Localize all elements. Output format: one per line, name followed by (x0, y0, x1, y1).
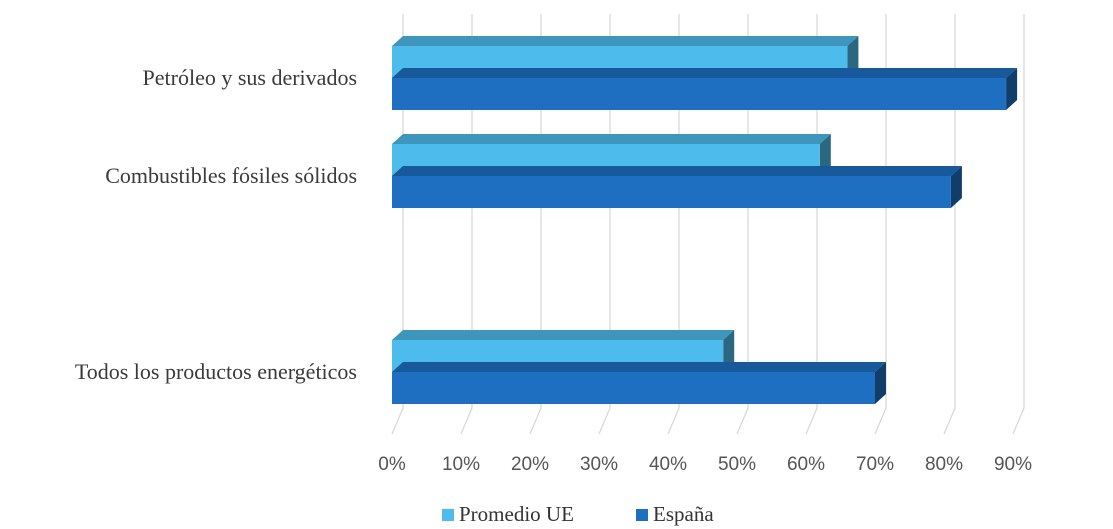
legend-item: Promedio UE (442, 502, 574, 526)
floor-gridline (736, 407, 749, 435)
x-tick-label: 10% (442, 454, 480, 475)
legend: Promedio UE España (442, 502, 714, 526)
x-tick-label: 0% (378, 454, 406, 475)
floor-gridline (805, 407, 818, 435)
floor-gridline (667, 407, 680, 435)
floor-gridline (943, 407, 956, 435)
bar-espana (392, 362, 886, 404)
x-tick-label: 30% (580, 454, 618, 475)
bars (392, 36, 1018, 404)
floor-gridline (1012, 407, 1025, 435)
x-tick-label: 60% (787, 454, 825, 475)
floor-gridline (598, 407, 611, 435)
legend-label: Promedio UE (459, 502, 574, 526)
category-label: Todos los productos energéticos (75, 359, 357, 384)
x-tick-label: 40% (649, 454, 687, 475)
x-tick-label: 90% (994, 454, 1032, 475)
x-tick-labels: 0% 10% 20% 30% 40% 50% 60% 70% 80% 90% (378, 454, 1032, 475)
legend-swatch (442, 509, 454, 521)
x-tick-label: 20% (511, 454, 549, 475)
floor-gridline (391, 407, 404, 435)
legend-swatch (636, 509, 648, 521)
floor-gridline (529, 407, 542, 435)
floor-gridline (874, 407, 887, 435)
category-label: Combustibles fósiles sólidos (105, 163, 357, 188)
x-tick-label: 50% (718, 454, 756, 475)
x-tick-label: 80% (925, 454, 963, 475)
legend-label: España (653, 502, 714, 526)
category-labels: Petróleo y sus derivados Combustibles fós… (75, 65, 357, 384)
x-tick-label: 70% (856, 454, 894, 475)
floor-gridline (460, 407, 473, 435)
bar-espana (392, 166, 962, 208)
bar-espana (392, 68, 1018, 110)
category-label: Petróleo y sus derivados (143, 65, 357, 90)
legend-item: España (636, 502, 714, 526)
